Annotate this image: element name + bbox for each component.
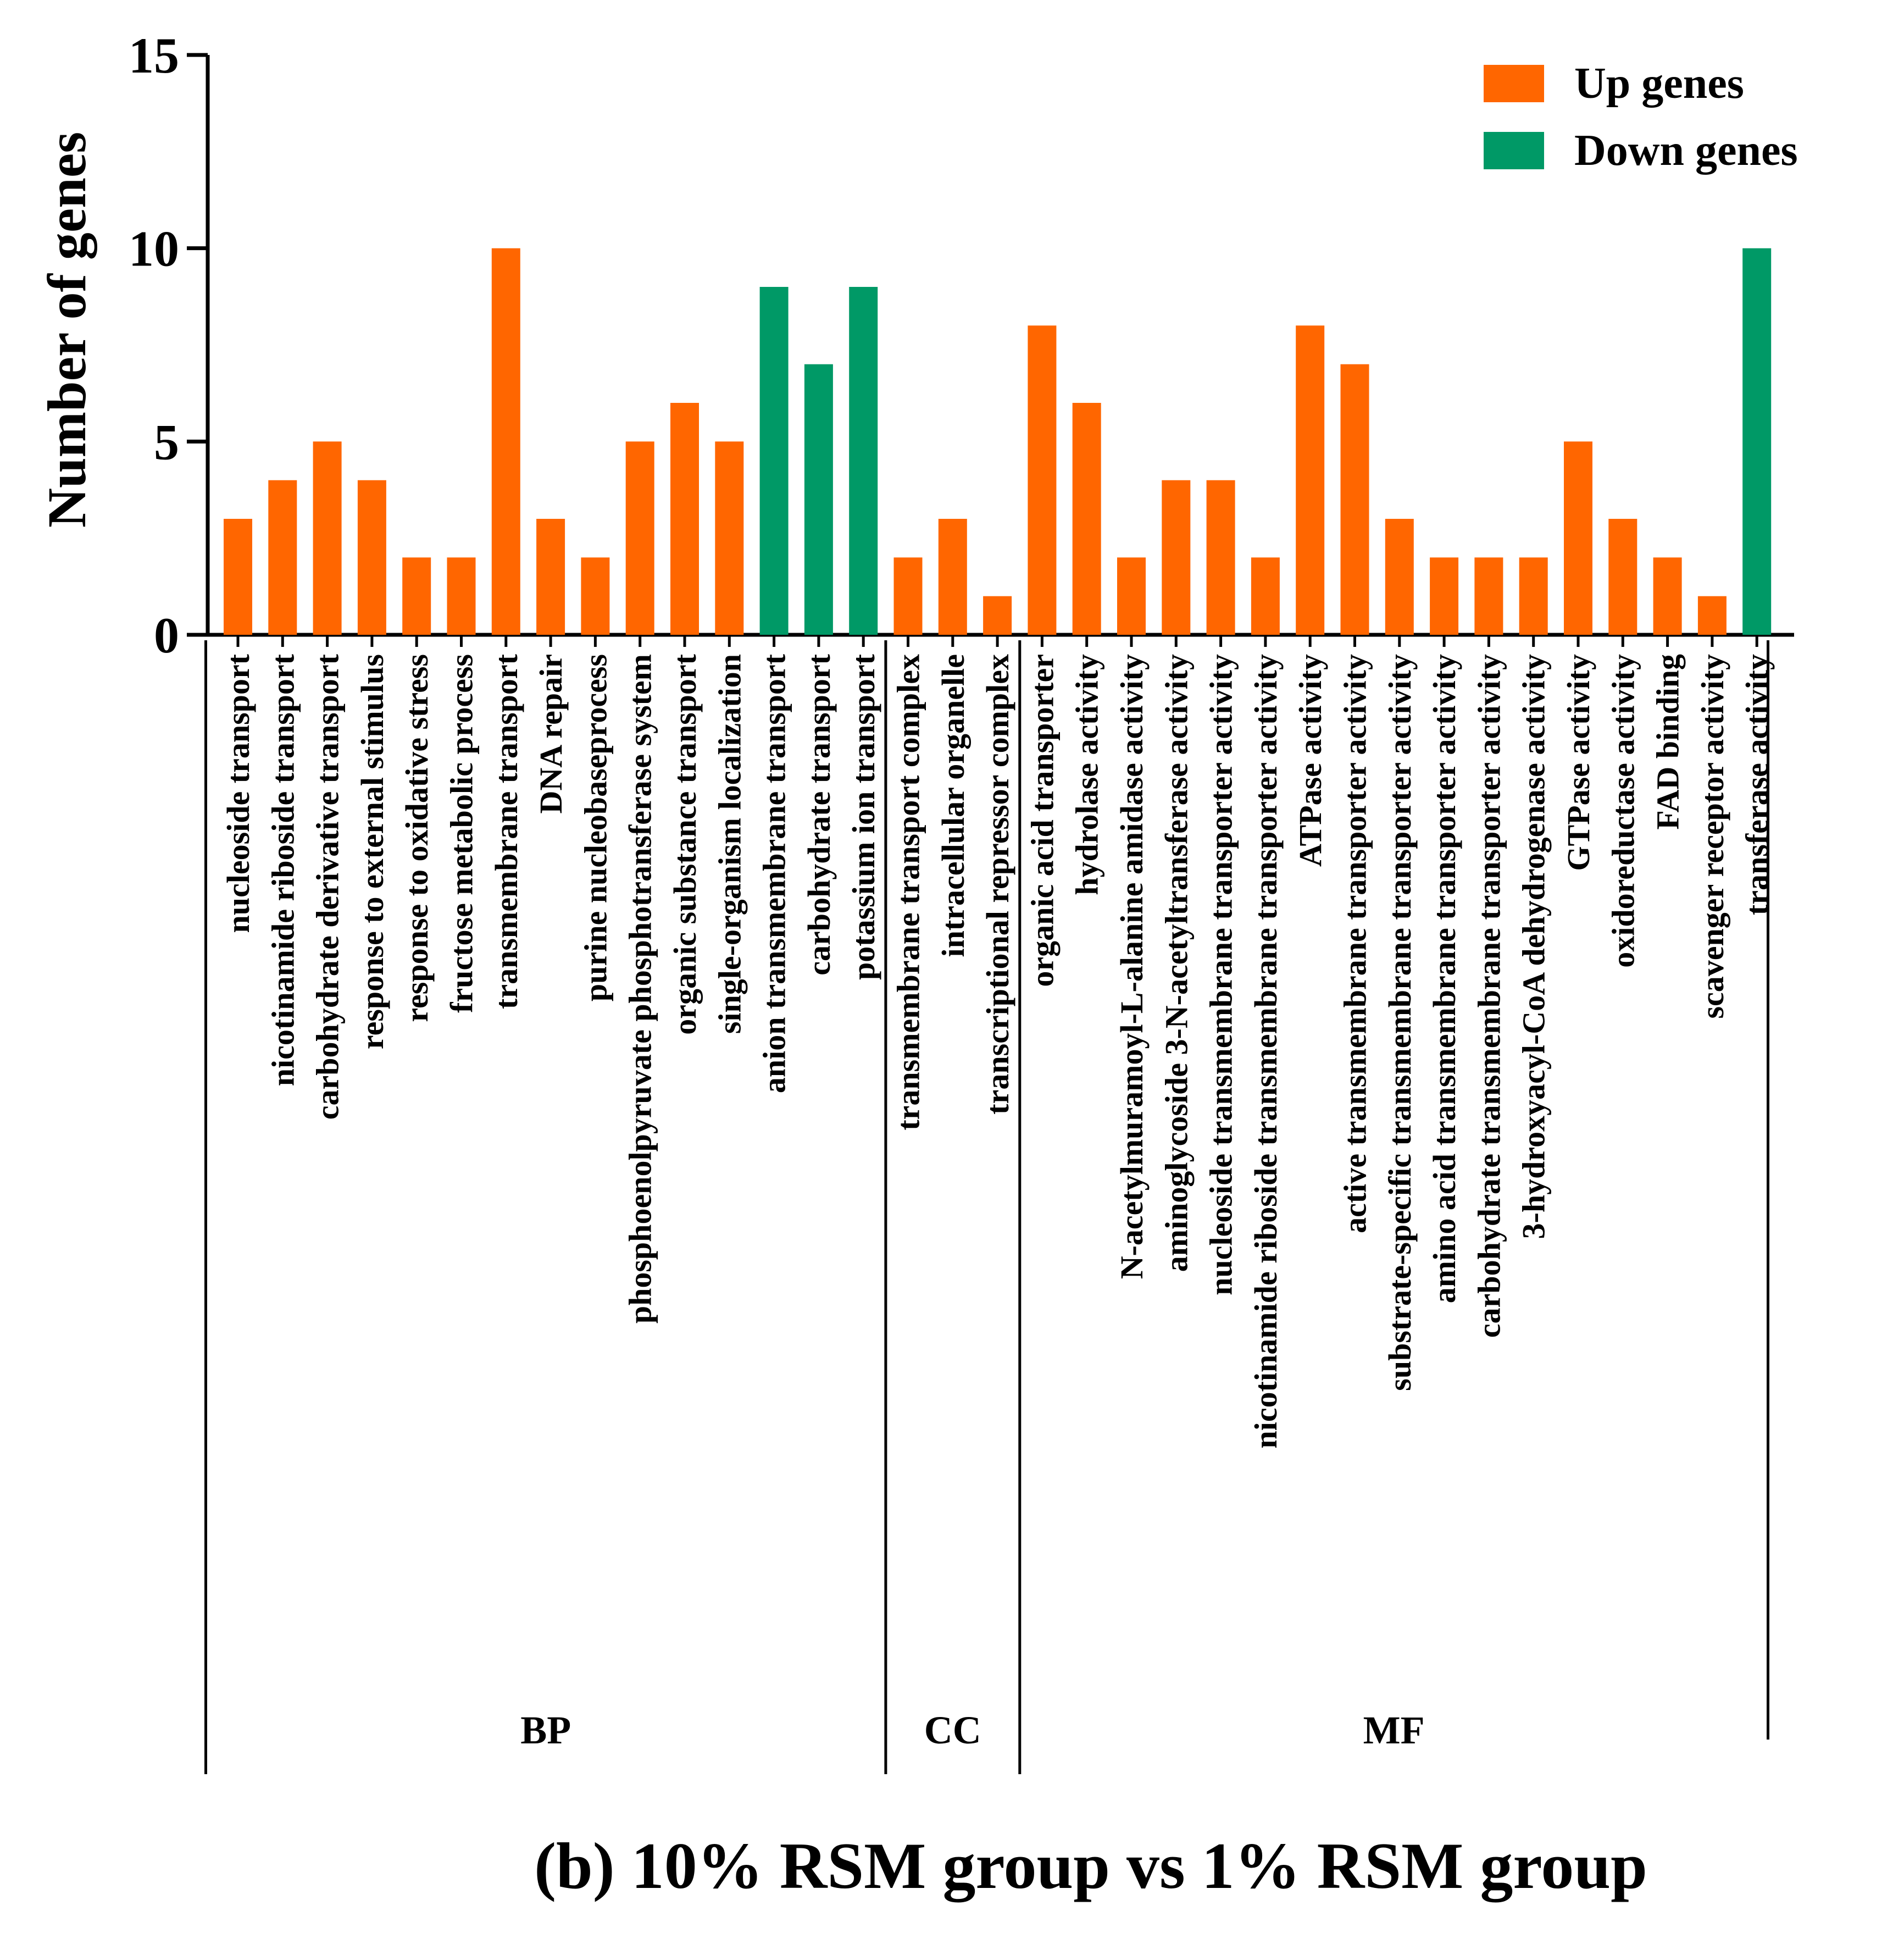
category-label: carbohydrate derivative transport [310,653,346,1120]
bar [670,403,699,635]
category-label: organic acid transporter [1024,654,1060,987]
category-label: active transmembrane transporter activit… [1337,654,1373,1233]
bar [625,441,654,635]
group-label: CC [924,1708,981,1752]
bar [1162,480,1191,635]
category-label: 3-hydroxyacyl-CoA dehydrogenase activity [1516,654,1552,1239]
y-tick-label: 15 [129,27,179,84]
category-label: nicotinamide riboside transmembrane tran… [1248,654,1284,1449]
y-tick-label: 0 [154,607,179,663]
bar [1340,364,1369,635]
bar [1206,480,1235,635]
bar [313,441,342,635]
bar [1564,441,1592,635]
category-label: aminoglycoside 3-N-acetyltransferase act… [1158,654,1194,1272]
bar [357,480,386,635]
category-label: ATPase activity [1292,654,1328,867]
category-label: organic substance transport [667,653,703,1034]
bar [938,519,967,635]
y-tick-label: 5 [154,414,179,470]
category-label: oxidoreductase activity [1605,654,1641,968]
group-label: MF [1363,1708,1425,1752]
category-labels: nucleoside transport nicotinamide ribosid… [220,653,1775,1448]
bar [1072,403,1101,635]
legend-swatch [1484,132,1544,169]
group-label: BP [520,1708,571,1752]
bar [1028,325,1057,635]
category-label: transferase activity [1739,654,1775,915]
y-tick-label: 10 [129,221,179,277]
bar [1608,519,1637,635]
category-label: transmembrane transport complex [891,654,926,1131]
category-label: GTPase activity [1561,654,1596,871]
category-label: DNA repair [533,654,569,814]
category-label: response to oxidative stress [399,654,435,1022]
bar [983,596,1012,635]
category-label: intracellular organelle [935,654,971,957]
bars [224,248,1772,635]
legend-label: Down genes [1574,126,1798,175]
bar [1742,248,1772,635]
category-label: transcriptional repressor complex [980,654,1015,1115]
category-label: carbohydrate transmembrane transporter a… [1471,654,1507,1338]
category-label: nucleoside transport [220,653,256,933]
legend-label: Up genes [1574,59,1744,108]
category-label: purine nucleobaseprocess [578,654,613,1001]
bar [1519,557,1548,635]
bar [268,480,297,635]
bar [1653,557,1682,635]
bar [1474,557,1503,635]
bar [447,557,476,635]
y-axis-label: Number of genes [36,132,97,528]
bar [849,287,878,635]
category-label: scavenger receptor activity [1695,654,1730,1019]
category-label: potassium ion transport [846,653,881,980]
bar [759,287,789,635]
bar [536,519,565,635]
bar [893,557,923,635]
category-label: phosphoenolpyruvate phosphotransferase s… [623,654,658,1323]
category-label: fructose metabolic process [444,654,480,1013]
bar [1430,557,1459,635]
bar [224,519,252,635]
category-label: hydrolase activity [1069,654,1105,895]
bar [1385,519,1414,635]
category-label: substrate-specific transmembrane transpo… [1382,654,1418,1391]
category-label: carbohydrate transport [801,653,837,975]
category-label: amino acid transmembrane transporter act… [1426,654,1462,1303]
category-label: transmembrane transport [489,653,524,1009]
bar [1697,596,1727,635]
category-label: nicotinamide riboside transport [265,653,301,1086]
category-label: N-acetylmuramoyl-L-alanine amidase activ… [1114,654,1150,1279]
bar [1117,557,1146,635]
category-label: response to external stimulus [354,654,390,1049]
category-label: anion transmembrane transport [757,653,792,1093]
category-label: single-organism localization [712,654,747,1034]
category-label: nucleoside transmembrane transporter act… [1203,654,1239,1295]
chart-title: (b) 10% RSM group vs 1% RSM group [534,1829,1647,1903]
legend: Up genes Down genes [1484,59,1798,175]
legend-swatch [1484,65,1544,102]
category-label: FAD binding [1650,654,1686,830]
bar [581,557,610,635]
bar [1296,325,1325,635]
bar [402,557,431,635]
bar [1251,557,1280,635]
bar [715,441,744,635]
group-brackets: BP CC MF [204,640,1769,1774]
bar [804,364,833,635]
bar [491,248,520,635]
